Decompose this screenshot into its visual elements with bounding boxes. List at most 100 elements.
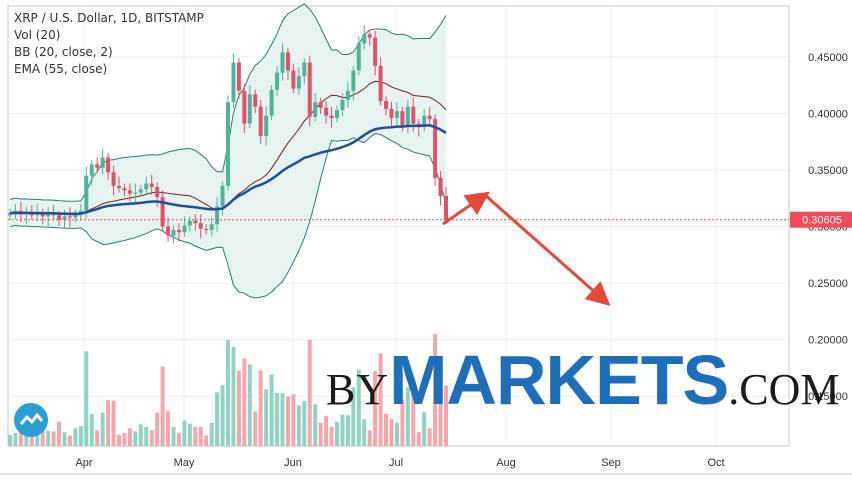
volume-bar — [389, 419, 394, 446]
volume-bar — [302, 400, 307, 446]
candle-body — [62, 216, 67, 220]
candle-body — [46, 214, 51, 217]
candle-body — [285, 52, 290, 71]
candle-body — [236, 62, 241, 91]
candle-body — [302, 62, 307, 77]
y-tick-label: 0.40000 — [808, 108, 848, 120]
candle-body — [122, 188, 127, 191]
legend-bollinger[interactable]: BB (20, close, 2) — [14, 45, 113, 59]
legend-ema[interactable]: EMA (55, close) — [14, 62, 108, 76]
candle-body — [247, 94, 252, 124]
candle-body — [51, 214, 56, 216]
volume-bar — [18, 428, 23, 446]
volume-bar — [400, 399, 405, 446]
candle-body — [215, 206, 220, 225]
candle-body — [394, 111, 399, 118]
legend-title[interactable]: XRP / U.S. Dollar, 1D, BITSTAMP — [14, 11, 204, 25]
candle-body — [106, 157, 111, 173]
volume-bar — [106, 400, 111, 446]
volume-bar — [444, 385, 448, 446]
candle-body — [40, 212, 45, 217]
volume-bar — [8, 434, 12, 446]
candle-body — [258, 106, 263, 137]
forecast-arrow-down — [484, 193, 611, 306]
tradingview-logo-icon[interactable] — [14, 403, 48, 437]
volume-bar — [253, 411, 258, 446]
candle-body — [329, 115, 334, 118]
candle-body — [280, 52, 285, 73]
legend-volume[interactable]: Vol (20) — [14, 28, 61, 42]
volume-bar — [275, 393, 280, 446]
volume-bar — [367, 430, 372, 446]
candle-body — [57, 215, 62, 220]
volume-bar — [416, 432, 421, 446]
volume-bar — [433, 334, 438, 446]
candle-body — [193, 220, 198, 224]
volume-bar — [73, 428, 78, 446]
candle-body — [182, 225, 187, 233]
candle-body — [209, 224, 214, 230]
y-tick-label: 0.45000 — [808, 52, 848, 64]
volume-bar — [258, 370, 263, 446]
candle-body — [73, 214, 78, 218]
candle-body — [187, 220, 192, 226]
candle-body — [335, 110, 339, 118]
volume-bar — [329, 426, 334, 446]
volume-bar — [155, 412, 160, 446]
candle-body — [324, 107, 329, 116]
candle-body — [111, 172, 116, 186]
volume-bar — [269, 374, 274, 446]
volume-bar — [264, 389, 269, 446]
volume-bar — [176, 432, 181, 446]
candle-body — [171, 229, 176, 236]
candle-body — [269, 89, 274, 116]
candle-body — [8, 212, 12, 216]
volume-bar — [51, 431, 56, 446]
volume-bar — [171, 427, 176, 446]
candle-body — [356, 43, 361, 71]
volume-bar — [411, 393, 416, 446]
x-tick-label: May — [174, 457, 195, 469]
volume-bar — [204, 435, 209, 446]
candle-body — [444, 196, 448, 220]
volume-bar — [127, 428, 132, 446]
volume-bar — [280, 393, 285, 446]
volume-bar — [35, 434, 40, 446]
volume-bar — [182, 420, 187, 446]
volume-bar — [160, 366, 165, 446]
candle-body — [378, 65, 383, 102]
volume-bar — [78, 426, 83, 446]
candle-body — [84, 175, 89, 211]
candle-body — [133, 192, 138, 194]
volume-bar — [46, 430, 51, 446]
volume-bar — [373, 371, 378, 446]
x-tick-label: Jul — [389, 457, 403, 469]
x-tick-label: Oct — [707, 457, 724, 469]
volume-bar — [242, 358, 247, 446]
volume-bar — [247, 364, 252, 446]
candle-body — [438, 177, 443, 197]
volume-bar — [405, 387, 410, 446]
volume-bar — [296, 405, 301, 446]
candle-body — [389, 108, 394, 118]
y-tick-label: 0.25000 — [808, 278, 848, 290]
volume-bar — [198, 427, 203, 446]
volume-bar — [215, 392, 220, 446]
candle-body — [89, 164, 94, 176]
candle-body — [345, 90, 350, 100]
volume-bar — [62, 432, 67, 446]
volume-bar — [324, 415, 329, 446]
volume-bar — [13, 432, 18, 446]
candle-body — [155, 186, 160, 198]
candle-body — [204, 228, 209, 230]
candle-body — [95, 164, 100, 168]
volume-bar — [378, 353, 383, 446]
candle-body — [433, 119, 438, 178]
volume-bar — [345, 415, 350, 446]
volume-bar — [351, 387, 356, 446]
volume-bar — [149, 430, 154, 446]
chart-legend: XRP / U.S. Dollar, 1D, BITSTAMP Vol (20)… — [14, 10, 204, 78]
volume-bar — [111, 400, 116, 446]
